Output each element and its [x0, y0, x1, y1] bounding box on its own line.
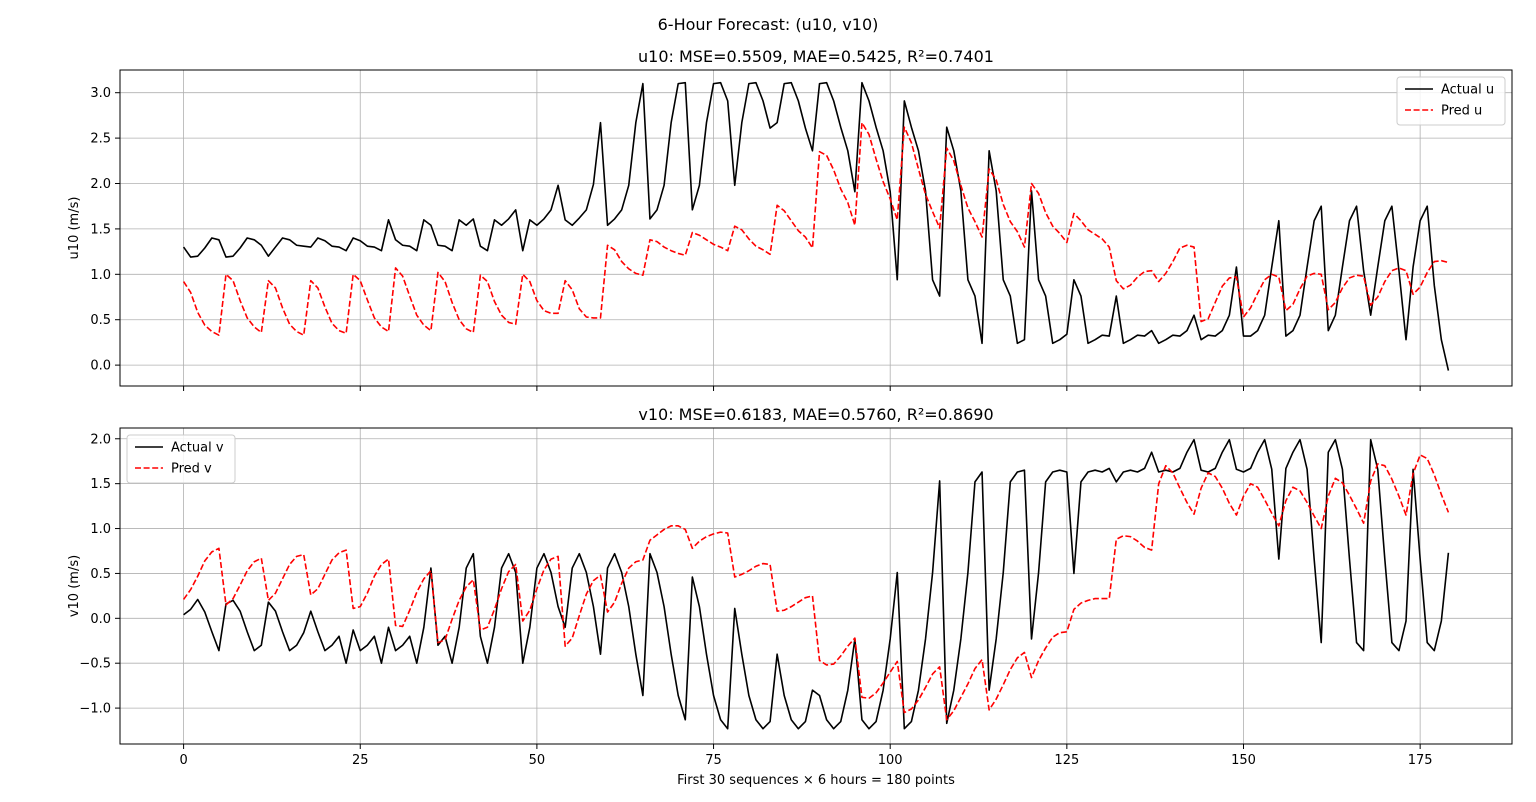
- subplot-panels: 0.0 0.5 1.0 1.5 2.0 2.5 3.0 u10: MSE=0.5509, MA…: [67, 47, 1513, 768]
- v10-title: v10: MSE=0.6183, MAE=0.5760, R²=0.8690: [638, 405, 993, 424]
- u10-legend-label-actual: Actual u: [1441, 83, 1494, 98]
- v10-y-tick-label-1: −0.5: [79, 657, 111, 672]
- v10-x-tick-label-50: 50: [529, 753, 546, 768]
- v10-x-tick-label-175: 175: [1408, 753, 1433, 768]
- v10-axes-frame: [119, 427, 1513, 745]
- u10-y-tick-label-0: 0.0: [90, 359, 111, 374]
- u10-legend: Actual u Pred u: [1396, 76, 1506, 126]
- v10-x-tick-label-100: 100: [878, 753, 903, 768]
- v10-legend-label-actual: Actual v: [171, 441, 224, 456]
- u10-y-tick-label-3: 1.5: [90, 222, 111, 237]
- v10-series-pred-line: [182, 454, 1450, 721]
- u10-y-tick-label-1: 0.5: [90, 313, 111, 328]
- v10-y-tick-label-2: 0.0: [90, 612, 111, 627]
- u10-series-pred-line: [182, 121, 1449, 336]
- v10-y-axis-label: v10 (m/s): [67, 555, 82, 617]
- v10-y-tick-label-3: 0.5: [90, 567, 111, 582]
- v10-panel: 0 25 50 75 100 125 150 175 −1.0 −0.5 0.0 0.5 1.0 1.5 2…: [67, 405, 1513, 768]
- v10-x-tick-label-75: 75: [705, 753, 722, 768]
- v10-y-tick-label-5: 1.5: [90, 477, 111, 492]
- u10-y-axis-label: u10 (m/s): [67, 197, 82, 260]
- v10-grid: [120, 428, 1512, 744]
- v10-x-tick-label-0: 0: [179, 753, 187, 768]
- v10-y-tick-label-0: −1.0: [79, 702, 111, 717]
- u10-series-actual-line: [182, 81, 1450, 371]
- v10-x-tick-label-125: 125: [1054, 753, 1079, 768]
- v10-x-tick-label-150: 150: [1231, 753, 1256, 768]
- v10-series-actual-line: [183, 438, 1450, 730]
- u10-y-tick-label-6: 3.0: [90, 86, 111, 101]
- u10-legend-label-pred: Pred u: [1441, 104, 1482, 119]
- u10-y-tick-label-5: 2.5: [90, 132, 111, 147]
- v10-x-tick-label-25: 25: [352, 753, 369, 768]
- v10-legend-label-pred: Pred v: [171, 462, 212, 477]
- v10-y-tick-label-4: 1.0: [90, 522, 111, 537]
- v10-legend: Actual v Pred v: [126, 434, 236, 484]
- u10-y-tick-label-2: 1.0: [90, 268, 111, 283]
- v10-y-tick-label-6: 2.0: [90, 432, 111, 447]
- u10-panel: 0.0 0.5 1.0 1.5 2.0 2.5 3.0 u10: MSE=0.5509, MA…: [67, 47, 1513, 391]
- figure-title: 6-Hour Forecast: (u10, v10): [658, 15, 879, 34]
- u10-title: u10: MSE=0.5509, MAE=0.5425, R²=0.7401: [638, 47, 994, 66]
- figure-x-axis-label: First 30 sequences × 6 hours = 180 point…: [677, 773, 955, 788]
- u10-y-tick-label-4: 2.0: [90, 177, 111, 192]
- u10-axes-frame: [119, 69, 1513, 387]
